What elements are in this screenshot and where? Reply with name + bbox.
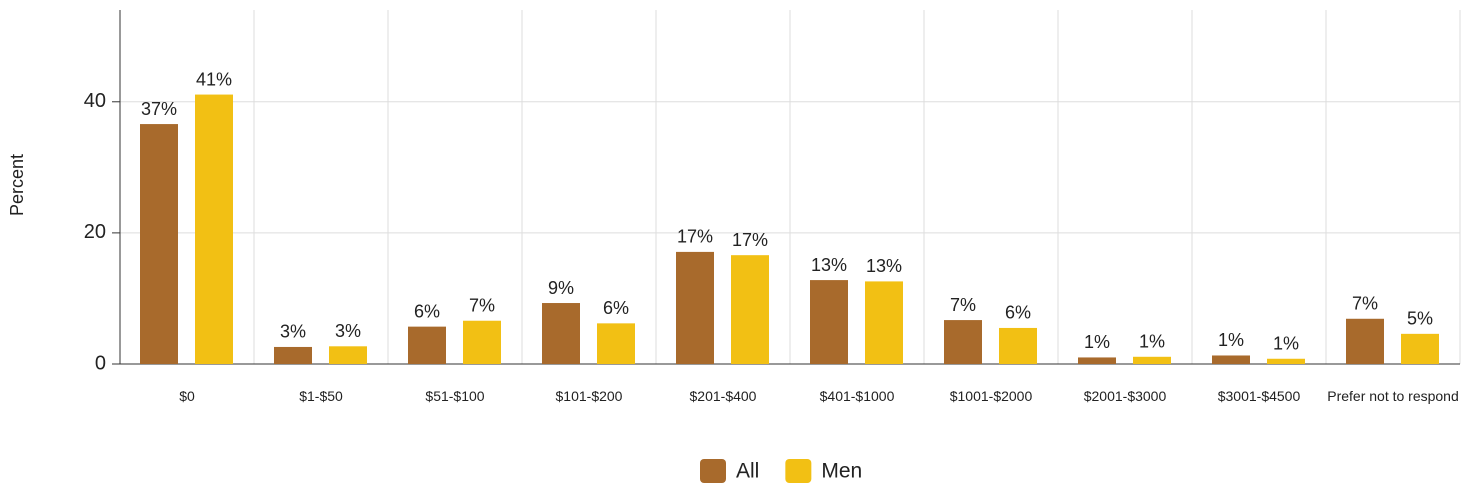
value-label: 17%	[677, 227, 713, 247]
value-label: 1%	[1084, 332, 1110, 352]
bar	[1267, 358, 1305, 364]
legend-label: Men	[821, 460, 862, 483]
value-label: 5%	[1407, 309, 1433, 329]
bar	[597, 323, 635, 364]
bar	[1078, 357, 1116, 364]
value-label: 7%	[1352, 294, 1378, 314]
bar	[1133, 356, 1171, 364]
x-tick-label: Prefer not to respond	[1327, 388, 1459, 404]
bar	[1401, 333, 1439, 364]
x-tick-label: $2001-$3000	[1083, 388, 1167, 404]
bar	[195, 94, 233, 365]
value-label: 6%	[603, 298, 629, 318]
x-tick-label: $101-$200	[555, 388, 623, 404]
value-label: 1%	[1139, 332, 1165, 352]
value-label: 1%	[1273, 334, 1299, 354]
value-label: 6%	[1005, 303, 1031, 323]
bar	[999, 327, 1037, 364]
legend-label: All	[736, 460, 759, 483]
bar	[408, 326, 446, 364]
x-tick-label: $401-$1000	[819, 388, 895, 404]
bar	[542, 303, 580, 364]
x-tick-label: $1-$50	[299, 388, 343, 404]
y-tick-label: 20	[84, 221, 106, 243]
value-label: 7%	[469, 295, 495, 315]
value-label: 41%	[196, 69, 232, 89]
y-tick-label: 0	[95, 352, 106, 374]
bar	[463, 320, 501, 364]
legend-swatch	[700, 459, 726, 483]
x-tick-label: $1001-$2000	[949, 388, 1033, 404]
value-label: 13%	[866, 256, 902, 276]
value-label: 1%	[1218, 330, 1244, 350]
bar	[676, 251, 714, 364]
x-tick-label: $51-$100	[425, 388, 485, 404]
y-axis-label: Percent	[7, 154, 27, 216]
value-label: 17%	[732, 230, 768, 250]
value-label: 3%	[335, 321, 361, 341]
value-label: 37%	[141, 99, 177, 119]
value-label: 6%	[414, 301, 440, 321]
bar	[274, 346, 312, 364]
legend-swatch	[785, 459, 812, 483]
bar	[140, 124, 178, 364]
bar	[1346, 318, 1384, 364]
bar	[944, 320, 982, 364]
value-label: 3%	[280, 322, 306, 342]
bar	[1212, 355, 1250, 364]
bar	[865, 281, 903, 364]
x-tick-label: $3001-$4500	[1217, 388, 1301, 404]
bar	[329, 346, 367, 364]
value-label: 7%	[950, 295, 976, 315]
bar	[810, 280, 848, 364]
bar	[731, 255, 769, 364]
x-tick-label: $201-$400	[689, 388, 757, 404]
x-tick-label: $0	[179, 388, 195, 404]
value-label: 9%	[548, 278, 574, 298]
y-tick-label: 40	[84, 90, 106, 112]
value-label: 13%	[811, 255, 847, 275]
